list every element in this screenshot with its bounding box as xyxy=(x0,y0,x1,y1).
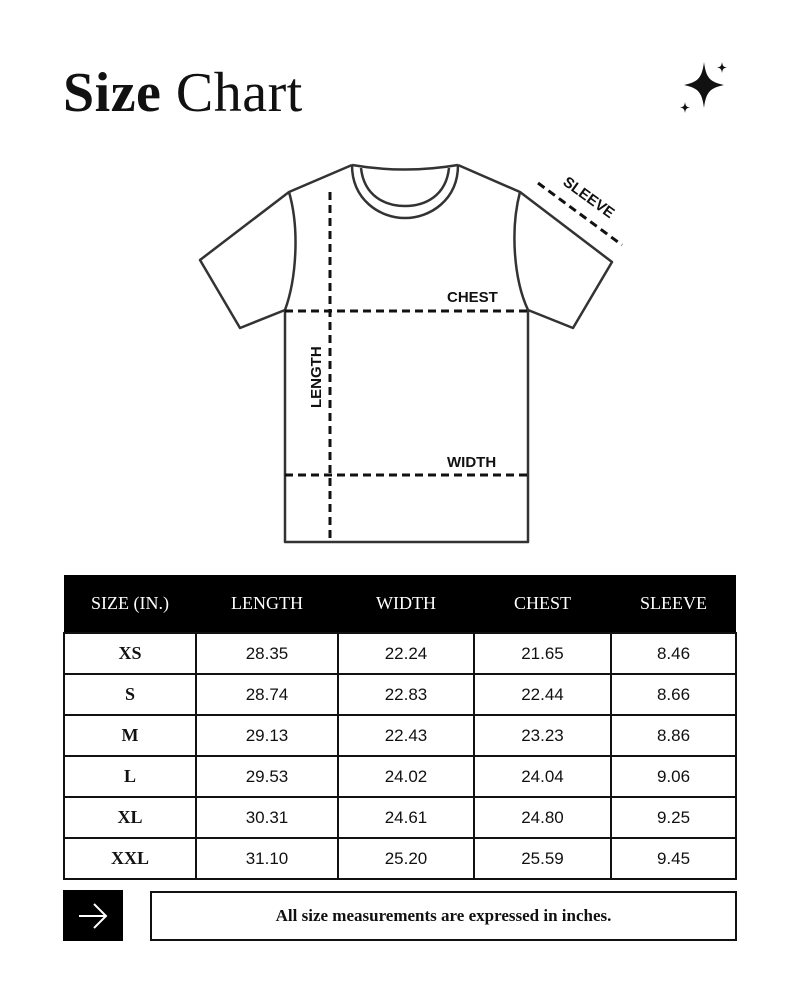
cell-length: 29.53 xyxy=(195,755,339,798)
cell-length: 29.13 xyxy=(195,714,339,757)
shirt-outline xyxy=(198,163,614,544)
table-row: M 29.13 22.43 23.23 8.86 xyxy=(63,714,737,757)
width-label: WIDTH xyxy=(447,454,496,471)
tshirt-diagram: CHEST WIDTH LENGTH SLEEVE xyxy=(198,163,623,544)
header-chest: CHEST xyxy=(474,575,611,633)
cell-width: 22.24 xyxy=(337,632,475,675)
arrow-right-icon xyxy=(79,902,108,929)
cell-chest: 24.80 xyxy=(473,796,612,839)
header-size: SIZE (IN.) xyxy=(64,575,196,633)
cell-chest: 22.44 xyxy=(473,673,612,716)
cell-width: 22.83 xyxy=(337,673,475,716)
table-row: L 29.53 24.02 24.04 9.06 xyxy=(63,755,737,798)
header-sleeve: SLEEVE xyxy=(611,575,736,633)
cell-width: 24.61 xyxy=(337,796,475,839)
cell-width: 25.20 xyxy=(337,837,475,880)
cell-chest: 25.59 xyxy=(473,837,612,880)
cell-chest: 21.65 xyxy=(473,632,612,675)
sleeve-label: SLEEVE xyxy=(560,173,618,222)
chest-label: CHEST xyxy=(447,289,498,306)
cell-sleeve: 9.06 xyxy=(610,755,737,798)
cell-length: 28.35 xyxy=(195,632,339,675)
header-length: LENGTH xyxy=(196,575,338,633)
cell-sleeve: 8.66 xyxy=(610,673,737,716)
sleeve-line xyxy=(537,181,623,247)
table-row: XS 28.35 22.24 21.65 8.46 xyxy=(63,632,737,675)
cell-size: S xyxy=(63,673,197,716)
cell-length: 28.74 xyxy=(195,673,339,716)
table-row: S 28.74 22.83 22.44 8.66 xyxy=(63,673,737,716)
table-row: XXL 31.10 25.20 25.59 9.45 xyxy=(63,837,737,880)
size-table: SIZE (IN.) LENGTH WIDTH CHEST SLEEVE XS 2… xyxy=(63,575,737,880)
cell-width: 22.43 xyxy=(337,714,475,757)
cell-size: XL xyxy=(63,796,197,839)
table-header: SIZE (IN.) LENGTH WIDTH CHEST SLEEVE xyxy=(64,575,736,633)
cell-length: 31.10 xyxy=(195,837,339,880)
cell-sleeve: 9.25 xyxy=(610,796,737,839)
header-width: WIDTH xyxy=(338,575,474,633)
cell-sleeve: 8.86 xyxy=(610,714,737,757)
measurement-note: All size measurements are expressed in i… xyxy=(150,891,737,941)
length-label: LENGTH xyxy=(308,346,325,408)
cell-chest: 23.23 xyxy=(473,714,612,757)
cell-size: XXL xyxy=(63,837,197,880)
cell-width: 24.02 xyxy=(337,755,475,798)
cell-sleeve: 8.46 xyxy=(610,632,737,675)
cell-size: M xyxy=(63,714,197,757)
cell-sleeve: 9.45 xyxy=(610,837,737,880)
cell-chest: 24.04 xyxy=(473,755,612,798)
cell-length: 30.31 xyxy=(195,796,339,839)
title-bold: Size xyxy=(63,62,162,124)
cell-size: XS xyxy=(63,632,197,675)
arrow-button[interactable] xyxy=(63,890,123,941)
collar-outer xyxy=(350,164,460,220)
sparkle-icon xyxy=(680,62,727,113)
table-row: XL 30.31 24.61 24.80 9.25 xyxy=(63,796,737,839)
title-regular: Chart xyxy=(175,62,303,124)
cell-size: L xyxy=(63,755,197,798)
page-title: Size Chart xyxy=(63,58,303,128)
